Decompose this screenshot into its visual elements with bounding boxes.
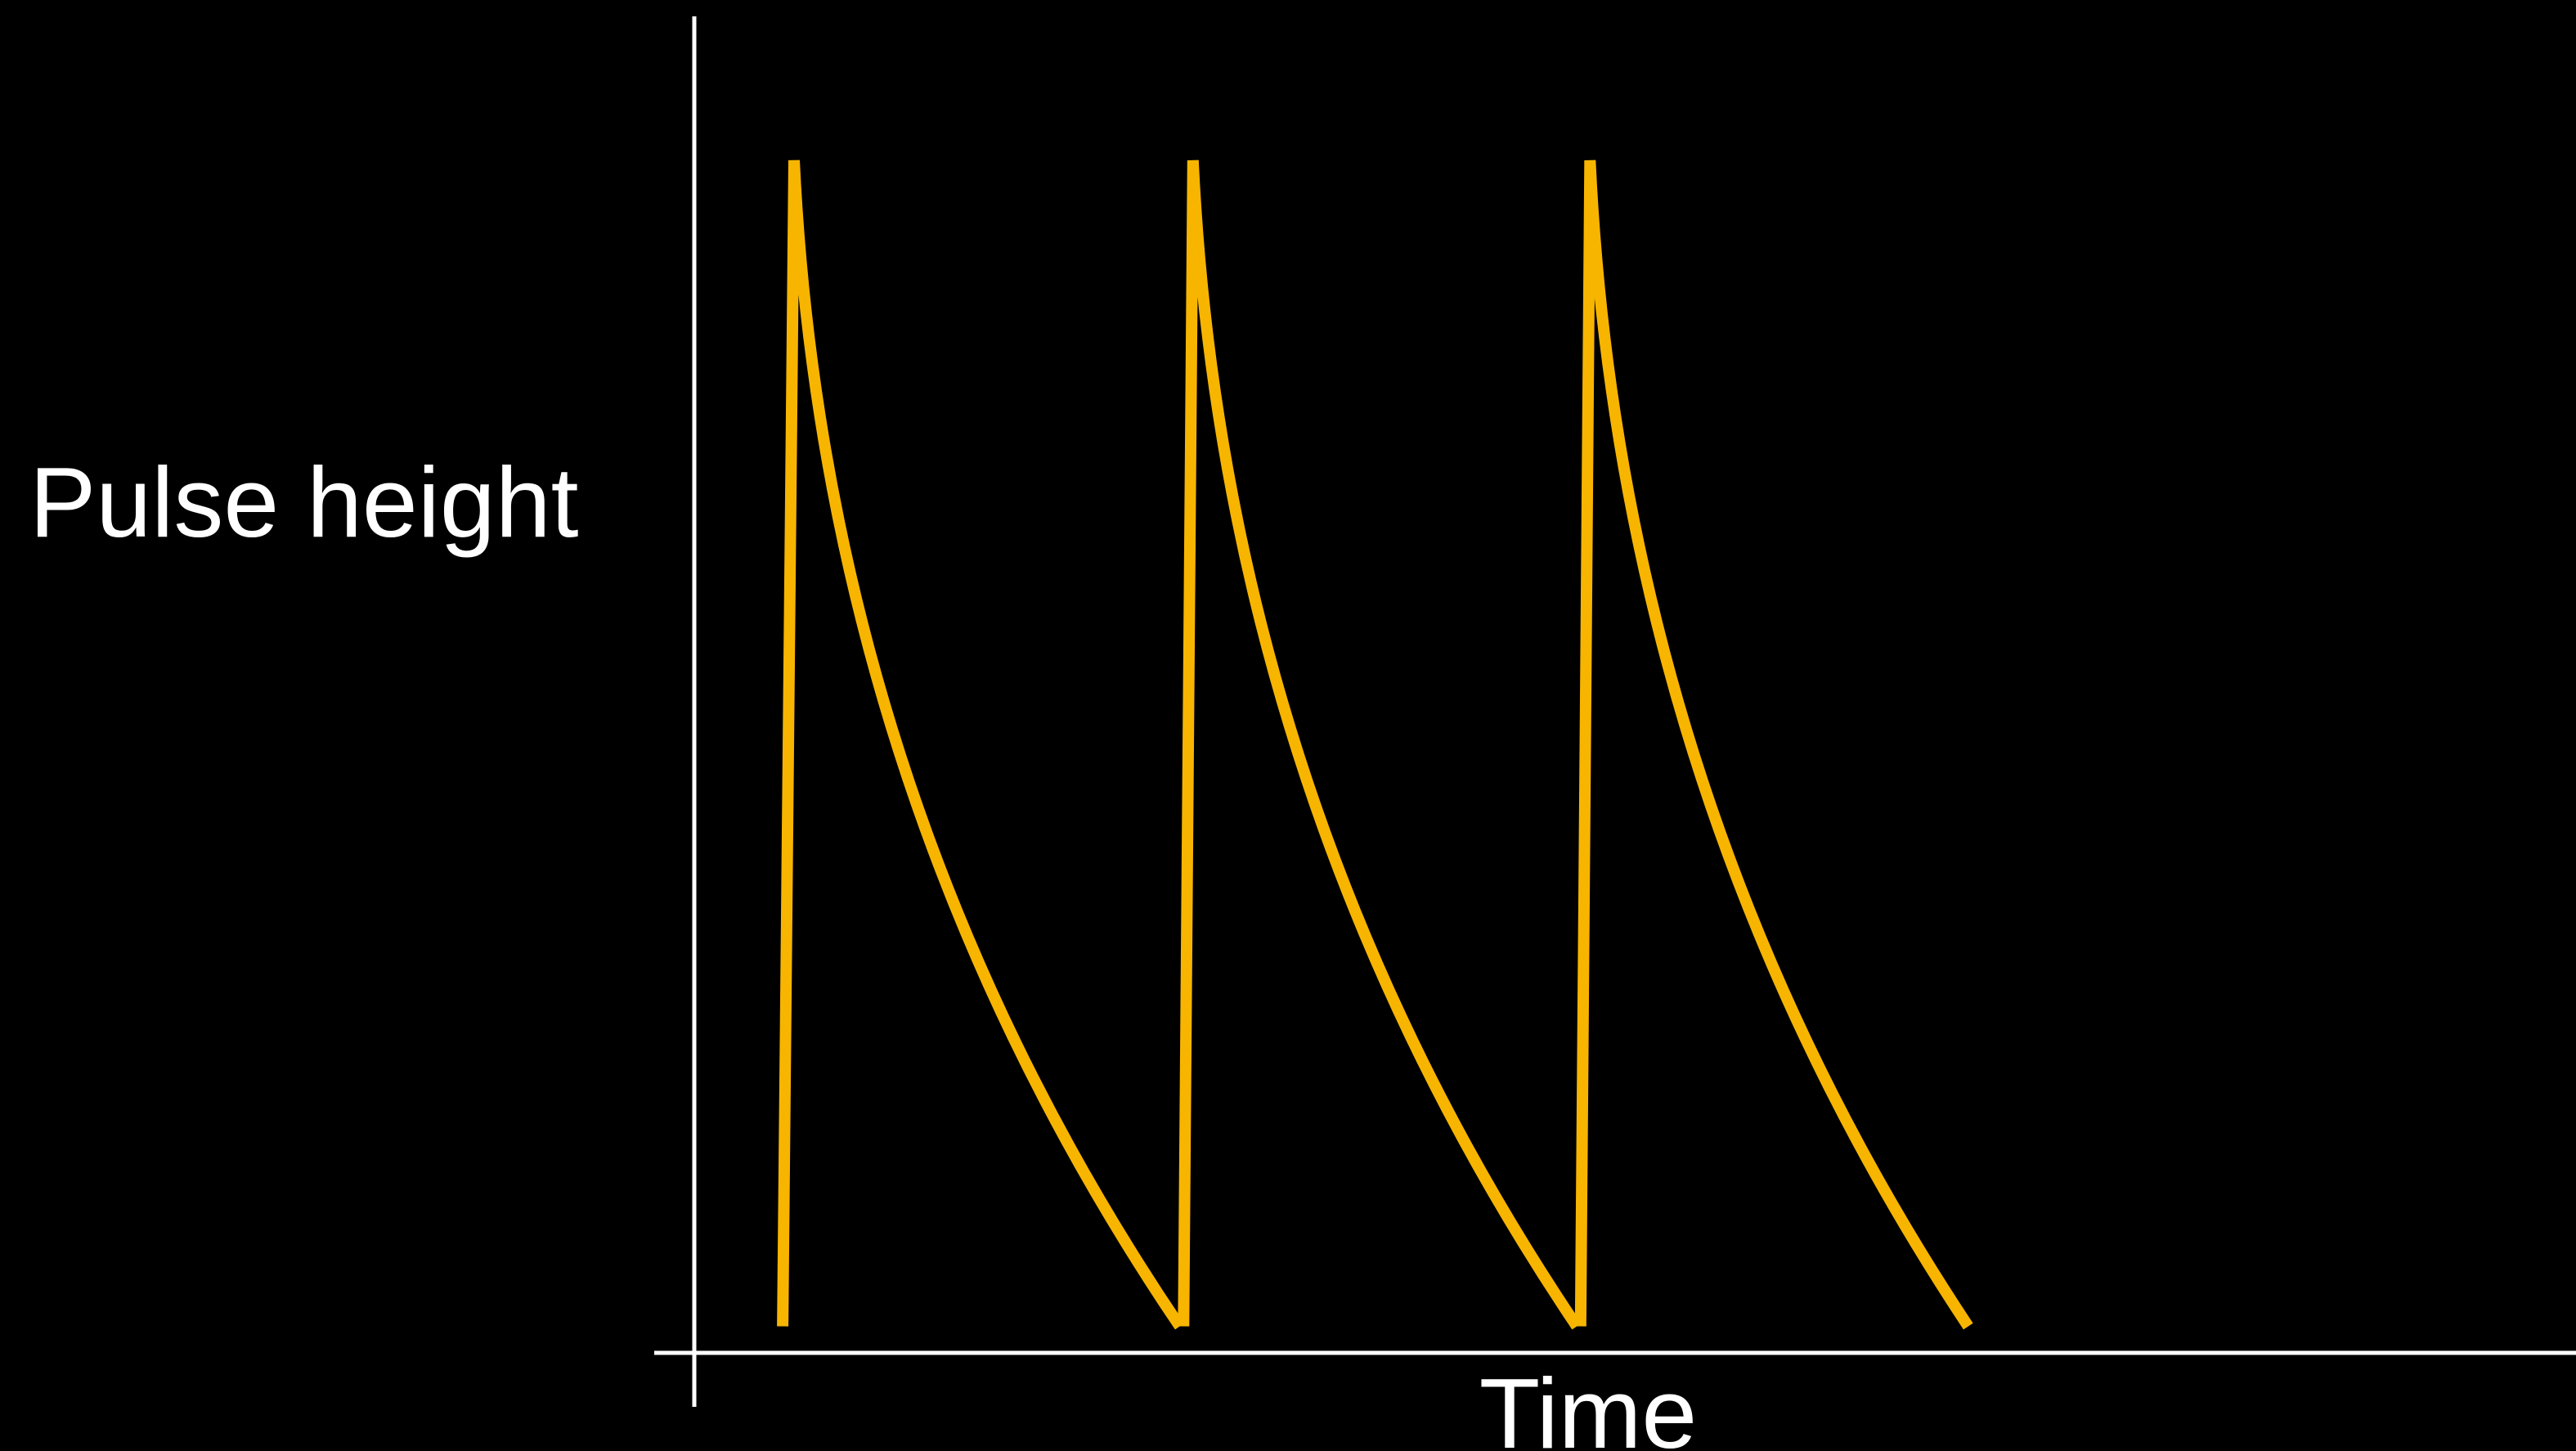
pulse-2 [1178,159,1582,1330]
pulse-1 [777,159,1185,1330]
y-axis-label: Pulse height [29,447,578,558]
series-layer [777,159,1973,1330]
pulse-3 [1574,159,1973,1330]
x-axis-label: Time [1479,1358,1698,1451]
